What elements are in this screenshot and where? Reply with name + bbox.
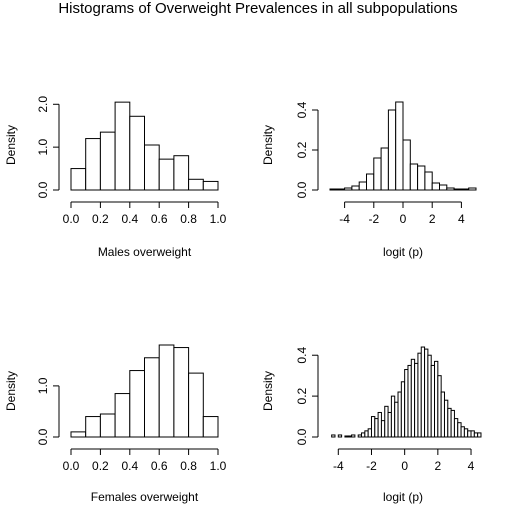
histogram-bar: [477, 432, 482, 438]
x-tick-label: 4: [468, 459, 475, 473]
x-tick-label: 0.4: [121, 212, 138, 226]
histogram-bar: [114, 101, 131, 191]
y-axis-label: Density: [261, 125, 275, 165]
histogram-bar: [202, 416, 219, 438]
y-axis-label: Density: [261, 371, 275, 411]
x-axis-label: Females overweight: [91, 490, 199, 504]
histogram-bar: [351, 185, 360, 191]
x-tick-label: 1.0: [210, 459, 227, 473]
x-tick-label: 0.6: [151, 459, 168, 473]
y-axis-label: Density: [4, 125, 18, 165]
histogram-bar: [337, 434, 343, 438]
y-tick-label: 0.0: [295, 428, 309, 445]
y-tick-label: 0.0: [36, 428, 50, 445]
x-tick-label: -4: [333, 459, 344, 473]
histogram-bar: [424, 171, 433, 191]
histogram-bar: [173, 347, 190, 438]
histogram-bar: [144, 144, 160, 191]
histogram-bar: [336, 188, 346, 191]
x-tick-label: 0.6: [151, 212, 168, 226]
histogram-bar: [99, 131, 116, 191]
histogram-bar: [70, 168, 87, 191]
histogram-bar: [460, 188, 470, 191]
x-tick-label: 0.8: [180, 212, 197, 226]
y-axis-label: Density: [4, 371, 18, 411]
histogram-bar: [202, 180, 219, 191]
histogram-bar: [409, 163, 419, 191]
histogram-panel-top-right: -4 -2 0 2 4 0.0 0.2 0.4 logit (p) Density: [261, 101, 477, 259]
histogram-bar: [344, 187, 353, 191]
histogram-bar: [453, 188, 462, 191]
histogram-bar: [129, 370, 146, 438]
histogram-bar: [351, 434, 356, 438]
x-tick-label: 1.0: [210, 212, 227, 226]
histogram-bar: [417, 165, 426, 191]
histogram-bar: [373, 157, 382, 191]
x-tick-label: 0.0: [63, 212, 80, 226]
histogram-bar: [85, 138, 101, 191]
histogram-panel-bottom-left: 0.0 0.2 0.4 0.6 0.8 1.0 0.0 1.0 Females overweig…: [4, 344, 227, 504]
histogram-bar: [188, 372, 204, 438]
histogram-bar: [402, 139, 411, 191]
x-axis-label: Males overweight: [98, 245, 192, 259]
histogram-bar: [99, 413, 116, 438]
histogram-bar: [358, 181, 368, 191]
histogram-bar: [387, 109, 397, 191]
x-axis-label: logit (p): [383, 245, 423, 259]
y-tick-label: 0.2: [295, 387, 309, 404]
y-tick-label: 0.0: [36, 181, 50, 198]
histogram-bar: [468, 187, 477, 191]
histogram-bar: [144, 357, 160, 438]
y-tick-label: 2.0: [36, 96, 50, 113]
y-tick-label: 0.4: [295, 101, 309, 118]
histogram-bar: [329, 188, 338, 191]
y-tick-label: 0.0: [295, 181, 309, 198]
y-tick-label: 0.4: [295, 347, 309, 364]
histogram-bar: [85, 416, 101, 438]
x-tick-label: 4: [458, 212, 465, 226]
x-tick-label: -2: [368, 212, 379, 226]
x-tick-label: 0.2: [92, 459, 109, 473]
x-tick-label: 0: [400, 212, 407, 226]
histogram-bar: [431, 182, 441, 191]
histogram-bar: [439, 184, 448, 191]
x-tick-label: -4: [339, 212, 350, 226]
x-tick-label: 0: [401, 459, 408, 473]
x-tick-label: 2: [429, 212, 436, 226]
histogram-bar: [173, 155, 190, 191]
histogram-bar: [114, 393, 131, 438]
figure-title: Histograms of Overweight Prevalences in …: [58, 0, 457, 17]
histogram-bar: [331, 434, 336, 438]
histogram-panel-bottom-right: -4 -2 0 2 4 0.0 0.2 0.4 logit (p) Density: [261, 346, 482, 504]
histogram-panel-top-left: 0.0 0.2 0.4 0.6 0.8 1.0 0.0 1.0 2.0 Males overwei…: [4, 96, 227, 259]
x-tick-label: -2: [366, 459, 377, 473]
x-tick-label: 0.2: [92, 212, 109, 226]
histogram-bar: [395, 101, 404, 191]
histogram-bar: [366, 173, 375, 191]
y-tick-label: 0.2: [295, 141, 309, 158]
histogram-bar: [158, 158, 175, 191]
x-tick-label: 0.8: [180, 459, 197, 473]
x-tick-label: 2: [434, 459, 441, 473]
y-tick-label: 1.0: [36, 377, 50, 394]
x-tick-label: 0.4: [121, 459, 138, 473]
y-tick-label: 1.0: [36, 138, 50, 155]
histogram-bar: [70, 431, 87, 438]
histogram-bar: [446, 187, 455, 191]
histogram-bar: [158, 344, 175, 438]
x-tick-label: 0.0: [63, 459, 80, 473]
x-axis-label: logit (p): [383, 490, 423, 504]
histogram-bar: [380, 147, 389, 191]
histogram-bar: [129, 115, 146, 191]
histogram-bar: [188, 178, 204, 191]
